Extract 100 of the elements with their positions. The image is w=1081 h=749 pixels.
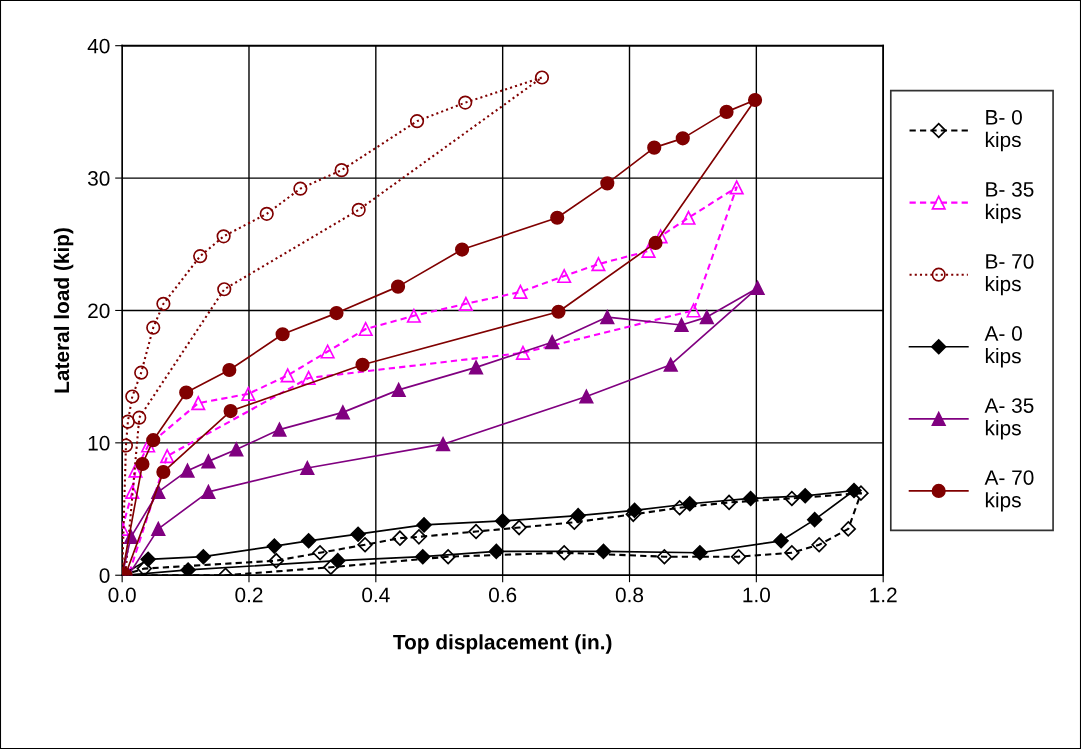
point [134, 365, 149, 380]
point [320, 344, 335, 359]
point [750, 280, 765, 296]
point [312, 545, 328, 561]
point [392, 530, 408, 546]
point [259, 206, 274, 221]
point [579, 389, 594, 404]
point [201, 484, 216, 499]
point [545, 335, 560, 350]
point [229, 442, 244, 457]
point [201, 454, 216, 469]
point [674, 317, 689, 333]
point [350, 526, 366, 542]
point [682, 496, 698, 512]
point [570, 507, 586, 524]
y-tick-label: 0 [99, 568, 110, 583]
point [641, 243, 656, 258]
x-tick-label: 0.0 [108, 587, 136, 603]
point [600, 309, 615, 325]
point [626, 502, 643, 519]
point [180, 463, 195, 478]
point [266, 538, 283, 554]
point [323, 559, 339, 575]
point [648, 235, 663, 251]
point [195, 548, 212, 565]
point [390, 279, 406, 294]
y-tick-label: 10 [88, 435, 110, 451]
point [151, 521, 166, 536]
point [193, 249, 208, 264]
point [681, 210, 696, 225]
point [551, 304, 566, 319]
point [140, 551, 156, 568]
point [351, 202, 366, 217]
point [458, 95, 473, 110]
point [415, 548, 431, 565]
point [811, 537, 827, 553]
point [797, 488, 813, 504]
point [179, 385, 194, 400]
point [550, 210, 565, 225]
point [600, 176, 615, 191]
point [146, 433, 161, 448]
point [416, 517, 432, 533]
point [784, 490, 800, 507]
point [440, 548, 456, 565]
x-tick-label: 1.0 [743, 587, 771, 603]
point [458, 296, 473, 311]
point [494, 513, 511, 529]
y-tick-label: 20 [88, 303, 110, 319]
point [719, 104, 734, 119]
point [300, 460, 315, 476]
point [511, 519, 527, 536]
legend-label: B- 70 kips [985, 254, 1034, 296]
point [241, 386, 256, 401]
point [656, 548, 673, 565]
point [515, 345, 531, 360]
y-tick-label: 30 [87, 171, 110, 186]
point [468, 360, 484, 375]
point [840, 521, 857, 537]
point [729, 180, 744, 195]
point [699, 309, 714, 325]
point [223, 403, 238, 419]
point [216, 229, 231, 244]
x-tick-label: 0.6 [489, 587, 517, 603]
point [156, 464, 171, 480]
x-tick-label: 0.4 [362, 587, 390, 603]
point [730, 548, 747, 565]
point [391, 382, 406, 397]
point [747, 92, 763, 108]
point [692, 545, 708, 561]
point [435, 437, 451, 452]
point [132, 410, 147, 425]
point [846, 482, 862, 499]
point [556, 545, 572, 561]
x-axis-title: Top displacement (in.) [393, 634, 612, 654]
point [591, 257, 606, 272]
point [191, 396, 206, 411]
point [675, 131, 690, 146]
point [358, 321, 373, 337]
point [334, 163, 349, 178]
point [647, 140, 662, 155]
point [280, 368, 295, 383]
point [671, 500, 688, 516]
legend-label: A- 0 kips [984, 326, 1022, 368]
point [468, 523, 484, 540]
x-tick-label: 0.2 [235, 587, 263, 603]
point [454, 242, 470, 257]
point [595, 543, 612, 560]
point [488, 543, 505, 560]
point [160, 448, 175, 464]
legend-label: B- 0 kips [985, 109, 1022, 152]
point [135, 456, 150, 472]
point [806, 511, 823, 528]
point [146, 320, 161, 335]
point [301, 370, 316, 386]
point [663, 357, 678, 372]
point [300, 533, 317, 549]
point [409, 114, 425, 129]
point [217, 282, 232, 297]
point [329, 306, 344, 321]
point [268, 552, 284, 569]
